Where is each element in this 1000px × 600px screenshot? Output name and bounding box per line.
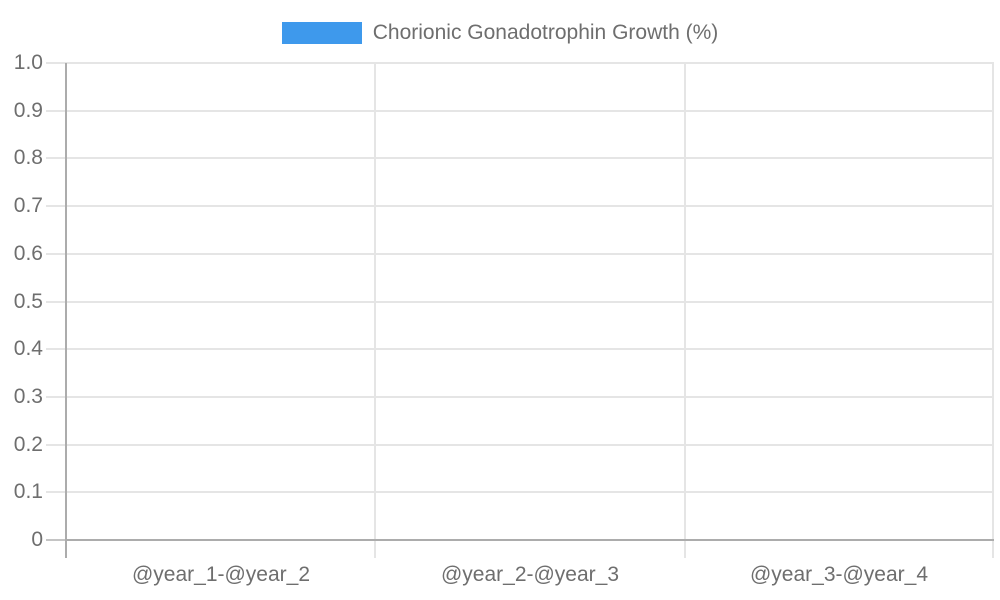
y-tick-label: 0.5 [13,290,43,313]
y-tick-mark [46,110,66,112]
gridline-v [684,63,686,558]
gridline-v [374,63,376,558]
gridline-h [66,110,994,112]
gridline-h [66,348,994,350]
y-tick-label: 0.8 [13,146,43,169]
legend-swatch [281,21,362,44]
y-tick-mark [46,348,66,350]
x-tick-label: @year_2-@year_3 [440,563,620,586]
gridline-h [66,301,994,303]
y-tick-label: 1.0 [13,51,43,74]
legend-label: Chorionic Gonadotrophin Growth (%) [372,21,719,44]
chart-legend: Chorionic Gonadotrophin Growth (%) [0,21,1000,44]
y-tick-mark [46,539,66,541]
gridline-h [66,157,994,159]
y-tick-mark [46,253,66,255]
gridline-v [992,63,994,558]
gridline-h [66,444,994,446]
gridline-h [66,491,994,493]
y-axis-line [65,63,67,558]
plot-area: 1.0 0.9 0.8 0.7 0.6 0.5 0.4 0.3 0.2 0.1 0 @year_1-@… [14,51,994,586]
gridline-h [66,253,994,255]
x-tick-label: @year_3-@year_4 [749,563,929,586]
y-tick-mark [46,444,66,446]
y-tick-mark [46,491,66,493]
gridline-h [66,396,994,398]
y-tick-mark [46,205,66,207]
y-tick-label: 0.2 [13,433,43,456]
y-tick-mark [46,62,66,64]
gridline-h [66,62,994,64]
gridline-h [66,205,994,207]
y-tick-label: 0.3 [13,385,43,408]
y-tick-label: 0.6 [13,242,43,265]
legend-item[interactable]: Chorionic Gonadotrophin Growth (%) [281,21,719,44]
x-tick-label: @year_1-@year_2 [131,563,311,586]
y-tick-label: 0.9 [13,99,43,122]
y-tick-label: 0 [31,528,43,551]
y-tick-mark [46,396,66,398]
y-tick-label: 0.1 [13,480,43,503]
y-tick-mark [46,157,66,159]
y-tick-label: 0.7 [13,194,43,217]
x-axis-baseline [66,539,994,541]
y-tick-label: 0.4 [13,337,43,360]
y-tick-mark [46,301,66,303]
